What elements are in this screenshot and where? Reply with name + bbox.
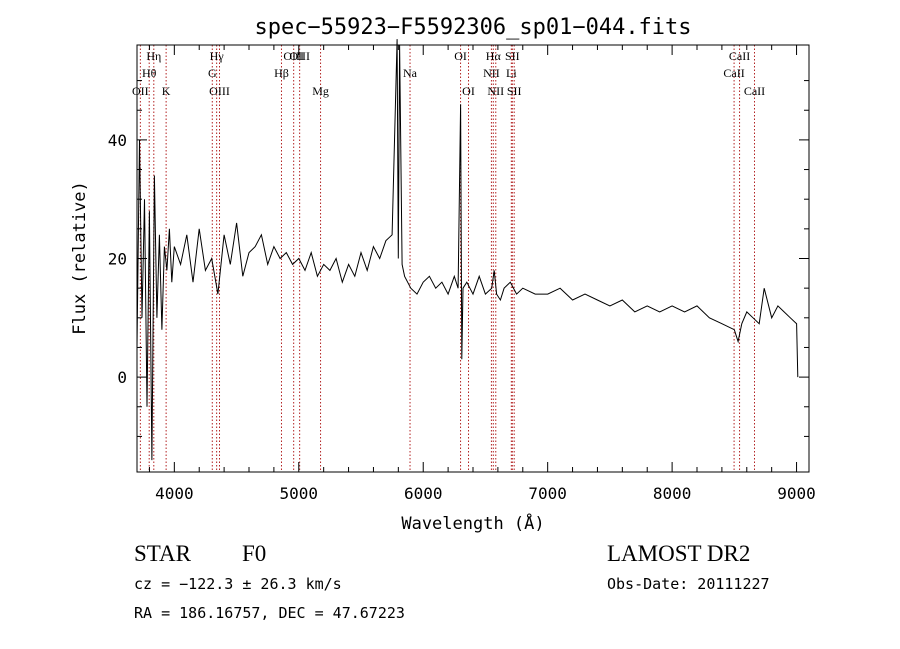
y-tick-label: 0 xyxy=(117,368,127,387)
x-axis-label: Wavelength (Å) xyxy=(401,512,544,534)
y-axis-ticks: 0 20 40 xyxy=(108,80,809,437)
line-marker-label: SII xyxy=(507,84,522,98)
x-tick-label: 7000 xyxy=(528,484,567,503)
x-tick-label: 8000 xyxy=(653,484,692,503)
y-tick-label: 20 xyxy=(108,250,127,269)
line-marker-label: Na xyxy=(403,66,418,80)
line-marker-label: NII xyxy=(483,66,500,80)
redshift-cz: cz = −122.3 ± 26.3 km/s xyxy=(134,575,342,593)
line-marker-labels: OIIHθHηKHγGOIIIHβOIIIOIIIMgNaOIOIHαNIINI… xyxy=(132,49,765,98)
chart-title: spec−55923−F5592306_sp01−044.fits xyxy=(254,15,691,40)
line-marker-label: OI xyxy=(454,49,467,63)
line-marker-label: NII xyxy=(487,84,504,98)
coordinates: RA = 186.16757, DEC = 47.67223 xyxy=(134,604,405,622)
line-marker-label: Hβ xyxy=(274,66,289,80)
line-marker-label: Hα xyxy=(486,49,502,63)
line-marker-label: Li xyxy=(506,66,517,80)
line-marker-label: OI xyxy=(462,84,475,98)
y-axis-label: Flux (relative) xyxy=(70,181,90,335)
line-marker-label: CaII xyxy=(723,66,744,80)
x-tick-label: 4000 xyxy=(155,484,194,503)
line-marker-label: OIII xyxy=(289,49,310,63)
object-subclass: F0 xyxy=(242,541,267,566)
line-marker-label: CaII xyxy=(744,84,765,98)
x-axis-ticks: 4000 5000 6000 7000 8000 9000 xyxy=(148,45,816,503)
line-markers xyxy=(139,45,755,472)
line-marker-label: OIII xyxy=(209,84,230,98)
line-marker-label: SII xyxy=(505,49,520,63)
line-marker-label: OII xyxy=(132,84,149,98)
x-tick-label: 9000 xyxy=(777,484,816,503)
line-marker-label: K xyxy=(162,84,171,98)
line-marker-label: CaII xyxy=(729,49,750,63)
survey-label: LAMOST DR2 xyxy=(607,541,751,566)
y-tick-label: 40 xyxy=(108,131,127,150)
line-marker-label: Hη xyxy=(146,49,161,63)
line-marker-label: Hγ xyxy=(210,49,225,63)
x-tick-label: 6000 xyxy=(404,484,443,503)
line-marker-label: Hθ xyxy=(142,66,157,80)
observation-date: Obs-Date: 20111227 xyxy=(607,575,770,593)
x-tick-label: 5000 xyxy=(280,484,319,503)
line-marker-label: G xyxy=(208,66,217,80)
spectrum-line xyxy=(136,39,799,461)
object-class: STAR xyxy=(134,541,191,566)
line-marker-label: Mg xyxy=(312,84,329,98)
plot-frame xyxy=(136,44,810,473)
